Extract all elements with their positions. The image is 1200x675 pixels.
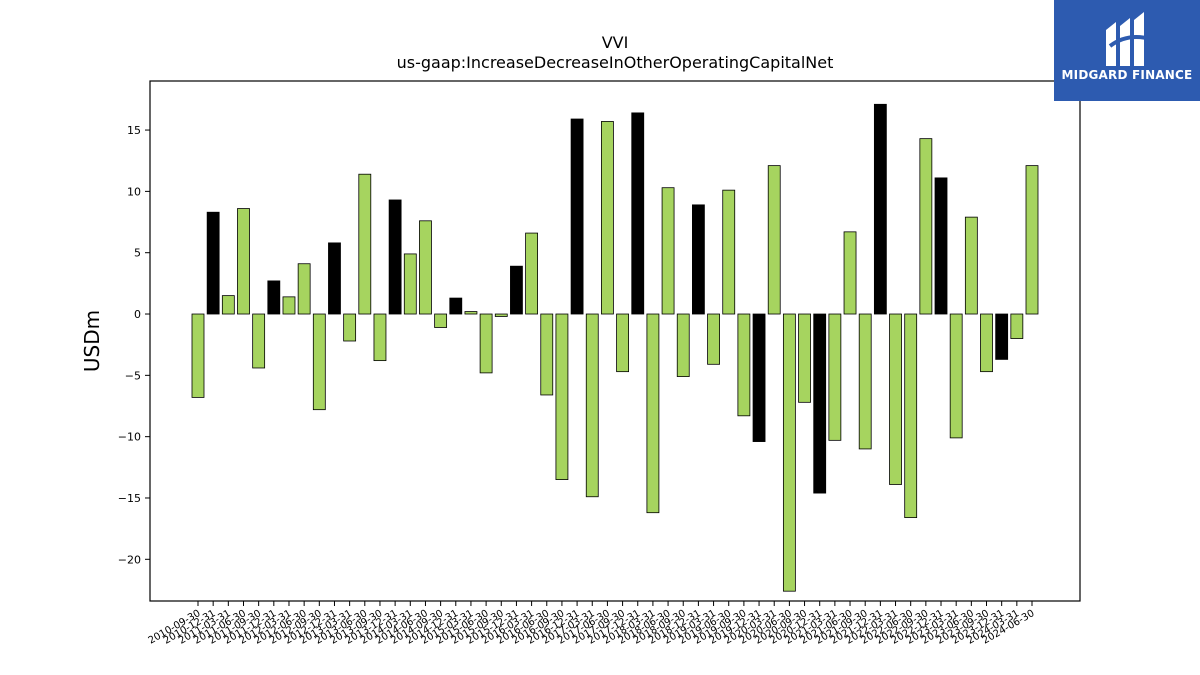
bar-2013-06-30 (358, 173, 372, 315)
bar-2023-09-30 (980, 313, 993, 373)
bar-2020-09-30 (798, 313, 811, 403)
bar-2011-03-31 (221, 295, 235, 315)
y-tick-label: 0 (134, 308, 141, 321)
y-axis-label: USDm (80, 310, 104, 372)
bar-2023-03-31 (949, 313, 963, 439)
bar-2020-12-31 (813, 313, 827, 494)
bar-2017-03-31 (585, 313, 599, 498)
bar-2010-09-30 (191, 313, 205, 398)
y-tick-label: 5 (134, 247, 141, 260)
bar-2017-09-30 (616, 313, 629, 373)
plot-frame (149, 80, 1081, 602)
bar-2014-12-31 (449, 297, 463, 315)
y-axis: −20 −15 −10 −5 0 5 10 15 (118, 124, 150, 566)
bar-2021-09-30 (858, 313, 872, 450)
bar-2016-06-30 (540, 313, 554, 396)
bar-2019-03-31 (707, 313, 720, 365)
bar-2015-09-30 (494, 313, 508, 317)
bar-2022-03-31 (889, 313, 902, 485)
x-axis: 2010-09-302010-12-312011-03-312011-06-30… (147, 601, 1037, 647)
bar-2015-06-30 (479, 313, 493, 374)
bar-2022-09-30 (919, 138, 933, 315)
midgard-finance-logo: MIDGARD FINANCE (1054, 0, 1200, 101)
bar-2015-12-31 (510, 265, 523, 315)
y-tick-label: 10 (127, 185, 141, 198)
bar-2023-06-30 (964, 216, 978, 315)
bar-2016-03-31 (525, 232, 538, 315)
bar-2014-09-30 (434, 313, 448, 328)
bar-2016-09-30 (555, 313, 569, 480)
logo-text: MIDGARD FINANCE (1061, 68, 1193, 82)
bar-2018-06-30 (661, 187, 675, 315)
y-tick-label: −20 (118, 553, 141, 566)
bar-2020-03-31 (767, 165, 781, 315)
y-tick-label: 15 (127, 124, 141, 137)
bar-2014-03-31 (403, 253, 417, 315)
bar-2018-12-31 (692, 204, 705, 315)
bar-2011-09-30 (252, 313, 266, 369)
bar-2017-06-30 (601, 121, 614, 315)
bar-2023-12-31 (995, 313, 1009, 360)
bar-2024-06-30 (1025, 165, 1039, 315)
bar-2024-03-31 (1010, 313, 1024, 339)
bar-2021-12-31 (873, 103, 887, 315)
bar-2011-06-30 (237, 208, 250, 315)
bars (191, 103, 1039, 592)
bar-2022-12-31 (934, 177, 948, 315)
bar-2020-06-30 (782, 313, 796, 592)
bar-2019-12-31 (752, 313, 766, 442)
bar-2012-12-31 (328, 242, 341, 315)
bar-2021-03-31 (828, 313, 842, 441)
y-tick-label: −5 (125, 369, 141, 382)
bar-2019-06-30 (722, 189, 736, 315)
bar-2011-12-31 (267, 280, 281, 315)
chart-subtitle: us-gaap:IncreaseDecreaseInOtherOperating… (397, 53, 834, 72)
bar-2015-03-31 (464, 311, 478, 315)
bar-2012-03-31 (282, 296, 296, 315)
bar-2016-12-31 (570, 118, 584, 315)
logo-mark-icon (1106, 12, 1147, 66)
bar-2012-06-30 (297, 263, 311, 315)
bar-2018-03-31 (646, 313, 660, 514)
bar-2013-12-31 (388, 199, 402, 315)
bar-2010-12-31 (206, 211, 220, 315)
bar-2014-06-30 (419, 220, 432, 315)
y-tick-label: −15 (118, 492, 141, 505)
bar-2019-09-30 (737, 313, 751, 417)
bar-2012-09-30 (312, 313, 326, 411)
bar-2021-06-30 (843, 231, 857, 315)
bar-2013-03-31 (343, 313, 357, 342)
bar-2018-09-30 (676, 313, 690, 377)
chart-title: VVI (602, 33, 629, 52)
bar-2017-12-31 (631, 112, 645, 315)
bar-2022-06-30 (904, 313, 918, 519)
bar-2013-09-30 (373, 313, 387, 362)
y-tick-label: −10 (118, 431, 141, 444)
